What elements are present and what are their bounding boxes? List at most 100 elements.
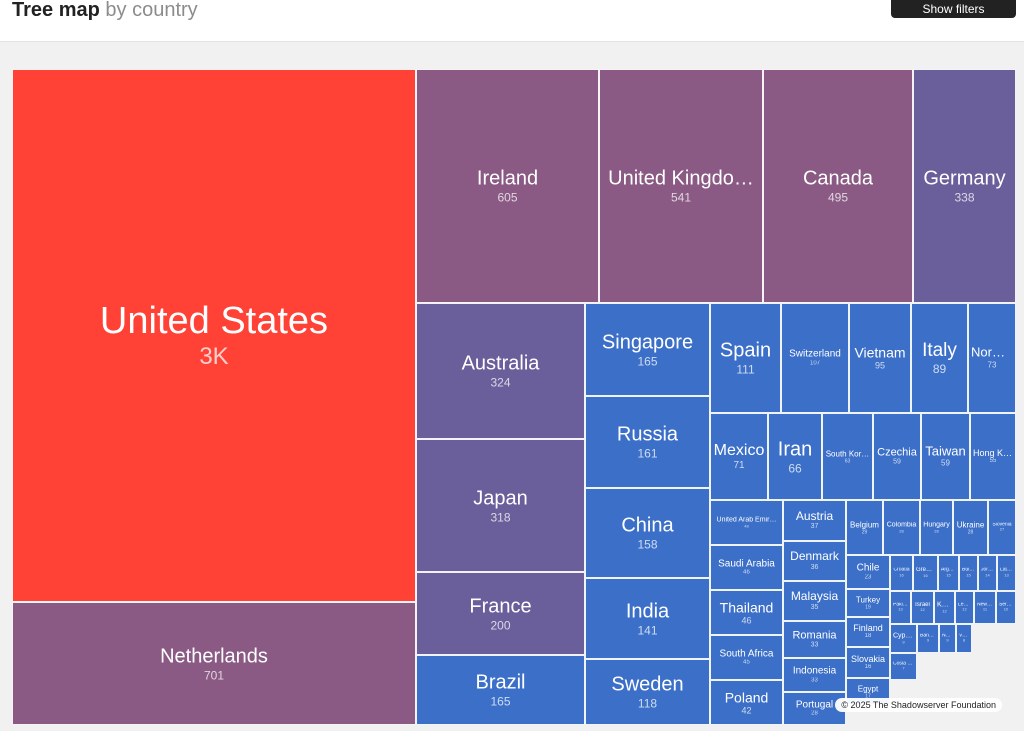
treemap-cell-germany[interactable]: Germany 338 xyxy=(913,69,1016,303)
treemap-cell-hungary[interactable]: Hungary 28 xyxy=(920,500,953,555)
treemap-cell-costa-rica[interactable]: Costa Rica 7 xyxy=(890,653,917,680)
treemap-cell-sweden[interactable]: Sweden 118 xyxy=(585,659,710,725)
treemap-cell-content: Slovakia 16 xyxy=(847,654,889,672)
treemap-cell-label: Australia xyxy=(461,352,540,375)
treemap-cell-value: 33 xyxy=(811,677,818,684)
treemap-cell-malaysia[interactable]: Malaysia 35 xyxy=(783,581,846,621)
treemap-cell-content: Cyprus 9 xyxy=(891,632,916,645)
treemap-cell-australia[interactable]: Australia 324 xyxy=(416,303,585,439)
treemap-cell-content: France 200 xyxy=(417,595,584,632)
treemap-cell-taiwan[interactable]: Taiwan 59 xyxy=(921,413,970,500)
treemap-cell-value: 9 xyxy=(946,637,949,643)
treemap-cell-label: Finland xyxy=(853,623,883,634)
treemap-cell-japan[interactable]: Japan 318 xyxy=(416,439,585,572)
treemap-cell-content: Switzerland 107 xyxy=(782,349,848,368)
treemap-cell-label: Japan xyxy=(473,486,528,509)
treemap-cell-lebanon[interactable]: Lebanon12 xyxy=(955,591,974,624)
treemap-cell-belgium[interactable]: Belgium 29 xyxy=(846,500,883,555)
treemap-cell-serbia[interactable]: Serbia 10 xyxy=(996,591,1016,624)
treemap-cell-czechia[interactable]: Czechia 59 xyxy=(873,413,921,500)
treemap-cell-content: Brazil 165 xyxy=(417,671,584,708)
treemap-cell-value: 111 xyxy=(736,362,755,377)
treemap-cell-south-kor[interactable]: South Kor… 63 xyxy=(822,413,873,500)
treemap-cell-israel[interactable]: Israel 12 xyxy=(911,591,934,624)
treemap-cell-greece[interactable]: Greece 16 xyxy=(913,555,938,591)
treemap-cell-finland[interactable]: Finland 18 xyxy=(846,617,890,647)
treemap-cell-saudi-arabia[interactable]: Saudi Arabia 46 xyxy=(710,545,783,590)
treemap-cell-content: China 158 xyxy=(586,514,709,551)
treemap-cell-pakistan[interactable]: Pakistan13 xyxy=(890,591,911,624)
page-title-subtitle: by country xyxy=(105,0,198,21)
treemap-cell-bulgaria[interactable]: Bulgaria15 xyxy=(959,555,978,591)
treemap-cell-north[interactable]: North…9 xyxy=(939,624,956,653)
treemap-cell-content: Bulgaria15 xyxy=(960,568,977,579)
treemap-cell-value: 541 xyxy=(670,190,692,205)
treemap-cell-turkey[interactable]: Turkey 19 xyxy=(846,589,890,617)
treemap-cell-china[interactable]: China 158 xyxy=(585,488,710,578)
treemap-cell-united-kingdo[interactable]: United Kingdo… 541 xyxy=(599,69,763,303)
treemap-cell-indonesia[interactable]: Indonesia 33 xyxy=(783,658,846,692)
treemap-cell-label: United Kingdo… xyxy=(608,167,754,190)
treemap-cell-brazil[interactable]: Brazil 165 xyxy=(416,655,585,725)
treemap-cell-iran[interactable]: Iran 66 xyxy=(768,413,822,500)
treemap-cell-kenya[interactable]: Kenya12 xyxy=(934,591,955,624)
treemap-cell-label: Singapore xyxy=(601,330,694,353)
treemap-cell-label: Denmark xyxy=(790,549,839,563)
treemap-cell-india[interactable]: India 141 xyxy=(585,578,710,659)
treemap-cell-hong-ko[interactable]: Hong Ko… 55 xyxy=(970,413,1016,500)
treemap-cell-italy[interactable]: Italy 89 xyxy=(911,303,968,413)
treemap-cell-value: 23 xyxy=(864,574,872,581)
treemap-cell-label: France xyxy=(469,594,532,617)
treemap-cell-canada[interactable]: Canada 495 xyxy=(763,69,913,303)
treemap-cell-russia[interactable]: Russia 161 xyxy=(585,396,710,488)
treemap-cell-norway[interactable]: Norway 73 xyxy=(968,303,1016,413)
treemap-cell-colombia[interactable]: Colombia 28 xyxy=(883,500,920,555)
treemap-cell-value: 46 xyxy=(741,615,752,626)
treemap-cell-content: Saudi Arabia 46 xyxy=(711,558,782,577)
treemap-cell-argent[interactable]: Argent…15 xyxy=(938,555,959,591)
treemap-cell-content: Hong Ko… 55 xyxy=(971,448,1015,466)
treemap-cell-spain[interactable]: Spain 111 xyxy=(710,303,781,413)
treemap-cell-content: Turkey 19 xyxy=(847,595,889,610)
treemap-cell-romania[interactable]: Romania 33 xyxy=(783,621,846,658)
treemap-cell-vietnam[interactable]: Vietnam 95 xyxy=(849,303,911,413)
show-filters-button[interactable]: Show filters xyxy=(891,0,1016,18)
treemap-cell-jordan[interactable]: Jordan 14 xyxy=(978,555,997,591)
treemap-cell-france[interactable]: France 200 xyxy=(416,572,585,655)
treemap-cell-mexico[interactable]: Mexico 71 xyxy=(710,413,768,500)
treemap-cell-croatia[interactable]: Croatia 16 xyxy=(890,555,913,591)
treemap-cell-content: Portugal 28 xyxy=(784,699,845,718)
treemap-cell-netherlands[interactable]: Netherlands 701 xyxy=(12,602,416,725)
treemap-cell-united-states[interactable]: United States 3K xyxy=(12,69,416,602)
treemap-cell-label: Switzerland xyxy=(789,348,841,360)
treemap-cell-switzerland[interactable]: Switzerland 107 xyxy=(781,303,849,413)
treemap-cell-value: 66 xyxy=(788,460,802,475)
treemap-cell-singapore[interactable]: Singapore 165 xyxy=(585,303,710,396)
treemap-cell-value: 71 xyxy=(733,459,745,471)
treemap-cell-denmark[interactable]: Denmark 36 xyxy=(783,541,846,581)
treemap-cell-latvia[interactable]: Latvia 13 xyxy=(997,555,1016,591)
treemap-cell-ukraine[interactable]: Ukraine 28 xyxy=(953,500,988,555)
treemap-cell-content: Serbia 10 xyxy=(997,602,1015,613)
treemap-cell-slovenia[interactable]: Slovenia 27 xyxy=(988,500,1016,555)
treemap-cell-new-ze[interactable]: New Ze…11 xyxy=(974,591,996,624)
treemap-cell-chile[interactable]: Chile 23 xyxy=(846,555,890,589)
treemap-cell-thailand[interactable]: Thailand 46 xyxy=(710,590,783,635)
treemap-cell-label: South Kor… xyxy=(825,448,870,458)
treemap-cell-austria[interactable]: Austria 37 xyxy=(783,500,846,541)
treemap-cell-bangla[interactable]: Bangla…9 xyxy=(917,624,939,653)
treemap-cell-slovakia[interactable]: Slovakia 16 xyxy=(846,647,890,678)
treemap-cell-label: South Africa xyxy=(719,648,774,660)
treemap-cell-value: 17 xyxy=(865,693,871,700)
treemap-cell-united-arab-emir[interactable]: United Arab Emir… 48 xyxy=(710,500,783,545)
treemap-cell-venezuela[interactable]: Venezuela8 xyxy=(956,624,972,653)
treemap-cell-content: Russia 161 xyxy=(586,423,709,460)
treemap-cell-cyprus[interactable]: Cyprus 9 xyxy=(890,624,917,653)
treemap-cell-label: Vietnam xyxy=(854,344,906,361)
treemap-cell-south-africa[interactable]: South Africa 45 xyxy=(710,635,783,680)
treemap-cell-poland[interactable]: Poland 42 xyxy=(710,680,783,725)
treemap-cell-ireland[interactable]: Ireland 605 xyxy=(416,69,599,303)
treemap-cell-value: 33 xyxy=(810,641,819,649)
treemap-cell-label: Brazil xyxy=(475,671,526,694)
treemap-cell-value: 8 xyxy=(962,637,966,643)
